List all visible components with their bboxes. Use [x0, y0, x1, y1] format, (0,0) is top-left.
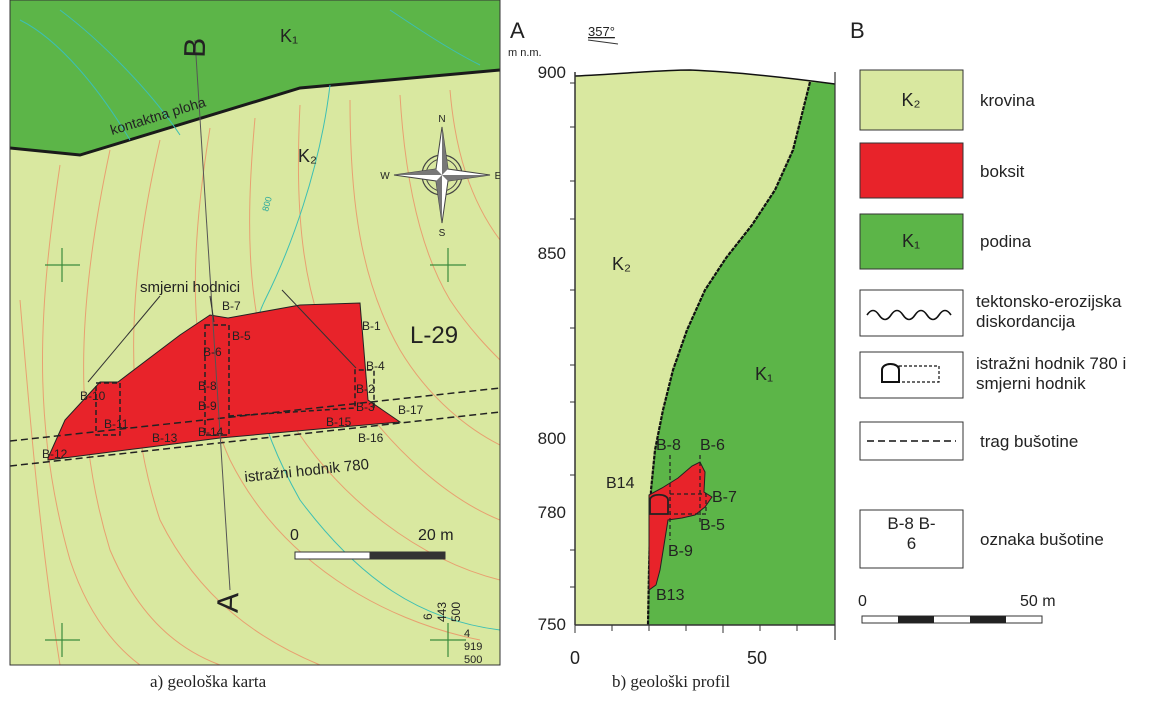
profile-bearing: 357°: [588, 24, 615, 39]
borehole-label: B-16: [358, 431, 384, 445]
borehole-label: B-6: [203, 345, 222, 359]
map-unit-k2: K₂: [298, 146, 317, 166]
map-unit-k1: K₁: [280, 26, 298, 46]
legend: K₂ krovina boksit K₁ podina tektonsko-er…: [858, 69, 1127, 624]
profile-unit-k1: K₁: [755, 364, 773, 384]
grid-crosses: [45, 248, 466, 657]
legend-symbol: K₁: [902, 231, 920, 251]
legend-scale-end: 50 m: [1020, 593, 1056, 610]
borehole-label: B-4: [366, 359, 385, 373]
legend-label: podina: [980, 232, 1032, 251]
map-scale-start: 0: [290, 527, 299, 544]
borehole-label: B-1: [362, 319, 381, 333]
contact-line: [10, 68, 500, 157]
legend-label: oznaka bušotine: [980, 530, 1104, 549]
k1-area: [10, 0, 500, 155]
legend-item-podina: K₁ podina: [859, 213, 1032, 270]
caption-map: a) geološka karta: [150, 672, 267, 691]
profile-tunnel: [649, 493, 669, 515]
legend-symbol: K₂: [902, 90, 921, 110]
profile-borehole-label: B-6: [700, 437, 725, 454]
compass-s: S: [439, 228, 446, 239]
legend-scale-start: 0: [858, 593, 867, 610]
y-tick-label: 780: [538, 503, 566, 522]
grid-label: 919: [464, 641, 482, 653]
compass-n: N: [438, 114, 445, 125]
borehole-label: B-3: [356, 400, 375, 414]
grid-label: 443: [435, 602, 449, 622]
legend-item-krovina: K₂ krovina: [859, 69, 1035, 131]
borehole-label: B-10: [80, 389, 106, 403]
legend-label: istražni hodnik 780 i smjerni hodnik: [976, 354, 1127, 393]
profile-borehole-label: B14: [606, 475, 635, 492]
borehole-label: B-17: [398, 403, 424, 417]
borehole-label: B-13: [152, 431, 178, 445]
profile-borehole-label: B-5: [700, 517, 725, 534]
compass-e: E: [495, 171, 502, 182]
borehole-label: B-12: [42, 447, 68, 461]
borehole-label: B-11: [104, 417, 129, 431]
geological-map: N S E W B A K₁ K₂ kontaktna ploha 800 L-…: [10, 0, 502, 666]
profile-borehole-label: B-9: [668, 543, 693, 560]
bauxite-body: [47, 302, 402, 461]
block-label: L-29: [410, 322, 458, 349]
map-scale-bar: 0 20 m: [290, 527, 454, 560]
compass-w: W: [380, 171, 390, 182]
legend-item-boksit: boksit: [859, 142, 1025, 199]
section-end-a: A: [212, 592, 246, 613]
contour-label: 800: [260, 195, 274, 212]
grid-label: 4: [464, 628, 470, 640]
grid-label: 500: [449, 602, 463, 622]
borehole-label: B-7: [222, 299, 241, 313]
profile-unit: m n.m.: [508, 47, 542, 59]
grid-label: 500: [464, 654, 482, 666]
y-tick-label: 800: [538, 429, 566, 448]
legend-item-borehole-trace: trag bušotine: [859, 421, 1078, 461]
y-tick-label: 750: [538, 615, 566, 634]
x-tick-label: 50: [747, 648, 767, 668]
map-borehole-labels: B-7 B-1 B-5 B-6 B-4 B-10 B-8 B-2 B-9 B-3…: [42, 299, 424, 461]
profile-end-a: A: [510, 18, 525, 43]
legend-symbol: B-8 B-6: [887, 514, 936, 553]
x-tick-label: 0: [570, 648, 580, 668]
profile-end-b: B: [850, 18, 865, 43]
profile-surface: [575, 69, 835, 85]
profile-minor-ticks: [570, 82, 798, 633]
section-end-b: B: [179, 37, 213, 58]
borehole-label: B-5: [232, 329, 251, 343]
borehole-label: B-15: [326, 415, 352, 429]
profile-unit-k2: K₂: [612, 254, 631, 274]
borehole-label: B-8: [198, 379, 217, 393]
profile-bauxite: [648, 461, 713, 591]
legend-scale-bar: 0 50 m: [858, 593, 1056, 624]
y-tick-label: 850: [538, 244, 566, 263]
legend-label: boksit: [980, 162, 1025, 181]
map-scale-end: 20 m: [418, 527, 454, 544]
profile-borehole-label: B13: [656, 587, 685, 604]
legend-label: krovina: [980, 91, 1035, 110]
borehole-label: B-2: [356, 382, 375, 396]
borehole-label: B-14: [198, 425, 224, 439]
caption-profile: b) geološki profil: [612, 672, 731, 691]
legend-item-borehole-label: B-8 B-6 oznaka bušotine: [859, 509, 1104, 569]
grid-label: 6: [421, 613, 435, 620]
borehole-label: B-9: [198, 399, 217, 413]
geological-profile: A m n.m. 357° B: [508, 18, 865, 668]
profile-borehole-label: B-8: [656, 437, 681, 454]
y-tick-label: 900: [538, 63, 566, 82]
profile-boreholes: [669, 455, 707, 540]
legend-label: tektonsko-erozijska diskordancija: [976, 292, 1122, 331]
legend-item-discordance: tektonsko-erozijska diskordancija: [859, 289, 1122, 337]
corridors: [95, 324, 375, 436]
legend-label: trag bušotine: [980, 432, 1078, 451]
corridor-label: smjerni hodnici: [140, 279, 240, 296]
corridor-leaders: [87, 289, 357, 383]
legend-item-tunnel: istražni hodnik 780 i smjerni hodnik: [859, 351, 1127, 399]
profile-borehole-label: B-7: [712, 489, 737, 506]
compass-rose: N S E W: [380, 114, 502, 239]
grid-coordinates: 6 443 500 4 919 500: [421, 602, 482, 666]
tunnel-780: [10, 387, 500, 467]
